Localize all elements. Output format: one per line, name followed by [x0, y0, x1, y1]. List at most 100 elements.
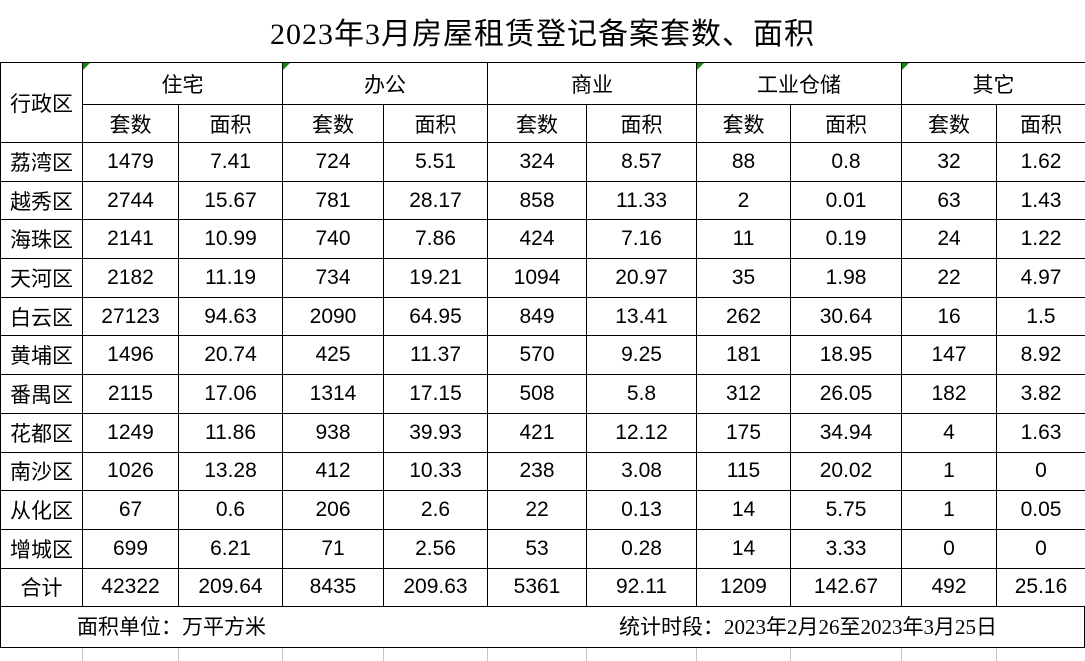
value-cell[interactable]: 27123: [82, 296, 179, 337]
value-cell[interactable]: 312: [696, 374, 791, 414]
value-cell[interactable]: 412: [282, 451, 384, 492]
value-cell[interactable]: 115: [696, 451, 791, 492]
value-cell[interactable]: 63: [901, 180, 997, 221]
value-cell[interactable]: 1249: [82, 412, 179, 453]
value-cell[interactable]: 10.99: [178, 219, 283, 260]
value-cell[interactable]: 12.12: [586, 412, 697, 453]
value-cell[interactable]: 11: [696, 219, 791, 260]
group-header-other[interactable]: 其它: [901, 62, 1085, 105]
value-cell[interactable]: 0: [996, 451, 1085, 492]
value-cell[interactable]: 0.13: [586, 490, 697, 530]
value-cell[interactable]: 1.43: [996, 180, 1085, 221]
value-cell[interactable]: 849: [487, 296, 587, 337]
value-cell[interactable]: 26.05: [790, 374, 902, 414]
value-cell[interactable]: 781: [282, 180, 384, 221]
value-cell[interactable]: 22: [901, 258, 997, 298]
statistics-period-note[interactable]: 统计时段：2023年2月26至2023年3月25日: [619, 615, 997, 639]
value-cell[interactable]: 858: [487, 180, 587, 221]
value-cell[interactable]: 209.63: [383, 567, 488, 608]
value-cell[interactable]: 3.33: [790, 528, 902, 569]
value-cell[interactable]: 147: [901, 335, 997, 376]
value-cell[interactable]: 13.41: [586, 296, 697, 337]
value-cell[interactable]: 25.16: [996, 567, 1085, 608]
value-cell[interactable]: 5.75: [790, 490, 902, 530]
value-cell[interactable]: 1: [901, 490, 997, 530]
value-cell[interactable]: 18.95: [790, 335, 902, 376]
value-cell[interactable]: 5361: [487, 567, 587, 608]
sub-header-area[interactable]: 面积: [586, 104, 697, 143]
corner-header-district[interactable]: 行政区: [0, 62, 83, 143]
value-cell[interactable]: 5.51: [383, 142, 488, 182]
region-cell[interactable]: 白云区: [0, 296, 83, 337]
value-cell[interactable]: 8.57: [586, 142, 697, 182]
value-cell[interactable]: 508: [487, 374, 587, 414]
value-cell[interactable]: 1.98: [790, 258, 902, 298]
value-cell[interactable]: 4: [901, 412, 997, 453]
value-cell[interactable]: 94.63: [178, 296, 283, 337]
sub-header-area[interactable]: 面积: [790, 104, 902, 143]
region-cell[interactable]: 增城区: [0, 528, 83, 569]
value-cell[interactable]: 1094: [487, 258, 587, 298]
sub-header-count[interactable]: 套数: [901, 104, 997, 143]
value-cell[interactable]: 206: [282, 490, 384, 530]
value-cell[interactable]: 20.74: [178, 335, 283, 376]
value-cell[interactable]: 2: [696, 180, 791, 221]
value-cell[interactable]: 425: [282, 335, 384, 376]
value-cell[interactable]: 2141: [82, 219, 179, 260]
value-cell[interactable]: 1.63: [996, 412, 1085, 453]
value-cell[interactable]: 182: [901, 374, 997, 414]
value-cell[interactable]: 570: [487, 335, 587, 376]
value-cell[interactable]: 15.67: [178, 180, 283, 221]
value-cell[interactable]: 16: [901, 296, 997, 337]
value-cell[interactable]: 8435: [282, 567, 384, 608]
value-cell[interactable]: 724: [282, 142, 384, 182]
value-cell[interactable]: 28.17: [383, 180, 488, 221]
sub-header-area[interactable]: 面积: [383, 104, 488, 143]
value-cell[interactable]: 699: [82, 528, 179, 569]
value-cell[interactable]: 14: [696, 528, 791, 569]
region-cell[interactable]: 荔湾区: [0, 142, 83, 182]
value-cell[interactable]: 17.06: [178, 374, 283, 414]
region-cell[interactable]: 合计: [0, 567, 83, 608]
value-cell[interactable]: 6.21: [178, 528, 283, 569]
value-cell[interactable]: 0.01: [790, 180, 902, 221]
area-unit-note[interactable]: 面积单位：万平方米: [77, 615, 266, 639]
value-cell[interactable]: 30.64: [790, 296, 902, 337]
value-cell[interactable]: 2182: [82, 258, 179, 298]
value-cell[interactable]: 3.82: [996, 374, 1085, 414]
value-cell[interactable]: 424: [487, 219, 587, 260]
value-cell[interactable]: 88: [696, 142, 791, 182]
value-cell[interactable]: 8.92: [996, 335, 1085, 376]
value-cell[interactable]: 7.16: [586, 219, 697, 260]
value-cell[interactable]: 7.86: [383, 219, 488, 260]
value-cell[interactable]: 34.94: [790, 412, 902, 453]
value-cell[interactable]: 92.11: [586, 567, 697, 608]
sub-header-count[interactable]: 套数: [82, 104, 179, 143]
group-header-industrial-storage[interactable]: 工业仓储: [696, 62, 902, 105]
sub-header-count[interactable]: 套数: [696, 104, 791, 143]
group-header-residential[interactable]: 住宅: [82, 62, 283, 105]
value-cell[interactable]: 4.97: [996, 258, 1085, 298]
value-cell[interactable]: 421: [487, 412, 587, 453]
value-cell[interactable]: 1209: [696, 567, 791, 608]
value-cell[interactable]: 1479: [82, 142, 179, 182]
value-cell[interactable]: 238: [487, 451, 587, 492]
value-cell[interactable]: 20.02: [790, 451, 902, 492]
value-cell[interactable]: 2.6: [383, 490, 488, 530]
value-cell[interactable]: 209.64: [178, 567, 283, 608]
value-cell[interactable]: 0.19: [790, 219, 902, 260]
value-cell[interactable]: 492: [901, 567, 997, 608]
value-cell[interactable]: 2.56: [383, 528, 488, 569]
value-cell[interactable]: 142.67: [790, 567, 902, 608]
value-cell[interactable]: 1: [901, 451, 997, 492]
value-cell[interactable]: 32: [901, 142, 997, 182]
value-cell[interactable]: 2090: [282, 296, 384, 337]
value-cell[interactable]: 17.15: [383, 374, 488, 414]
value-cell[interactable]: 24: [901, 219, 997, 260]
sub-header-area[interactable]: 面积: [178, 104, 283, 143]
value-cell[interactable]: 5.8: [586, 374, 697, 414]
value-cell[interactable]: 11.86: [178, 412, 283, 453]
region-cell[interactable]: 番禺区: [0, 374, 83, 414]
value-cell[interactable]: 10.33: [383, 451, 488, 492]
value-cell[interactable]: 0.8: [790, 142, 902, 182]
